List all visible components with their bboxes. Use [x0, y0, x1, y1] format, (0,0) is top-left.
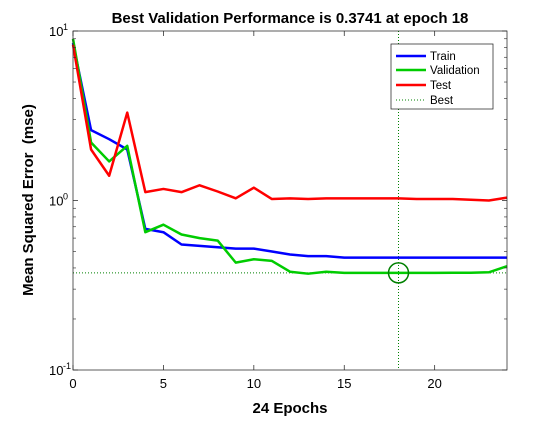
legend-entry-train: Train [396, 51, 456, 63]
x-tick-label: 20 [427, 376, 441, 391]
legend-train-label: Train [430, 51, 456, 63]
legend-validation-label: Validation [430, 65, 480, 77]
chart-title: Best Validation Performance is 0.3741 at… [112, 10, 469, 27]
x-tick-label: 15 [337, 376, 351, 391]
legend-entry-validation: Validation [396, 65, 480, 77]
y-tick-label: 10 [49, 363, 63, 378]
x-tick-label: 0 [69, 376, 76, 391]
y-axis-label: Mean Squared Error (mse) [20, 104, 37, 296]
legend-best-label: Best [430, 95, 454, 107]
x-tick-label: 5 [160, 376, 167, 391]
y-tick-label-exponent: 1 [63, 22, 68, 32]
best-point-marker [387, 262, 410, 284]
legend: Train Validation Test Best [390, 43, 494, 110]
best-marker-layer [387, 262, 410, 284]
y-tick-label-exponent: -1 [63, 361, 71, 371]
y-tick-label-exponent: 0 [63, 192, 68, 202]
y-tick-label: 10 [49, 194, 63, 209]
x-axis-ticks: 0 5 10 15 20 [69, 31, 442, 391]
series-line-test [71, 44, 508, 202]
series-layer [71, 38, 508, 275]
legend-entry-best: Best [396, 95, 454, 107]
x-tick-label: 10 [247, 376, 261, 391]
legend-entry-test: Test [396, 80, 452, 92]
y-tick-label: 10 [49, 24, 63, 39]
series-line-validation [71, 38, 508, 275]
legend-test-label: Test [430, 80, 452, 92]
x-axis-label: 24 Epochs [252, 400, 327, 417]
